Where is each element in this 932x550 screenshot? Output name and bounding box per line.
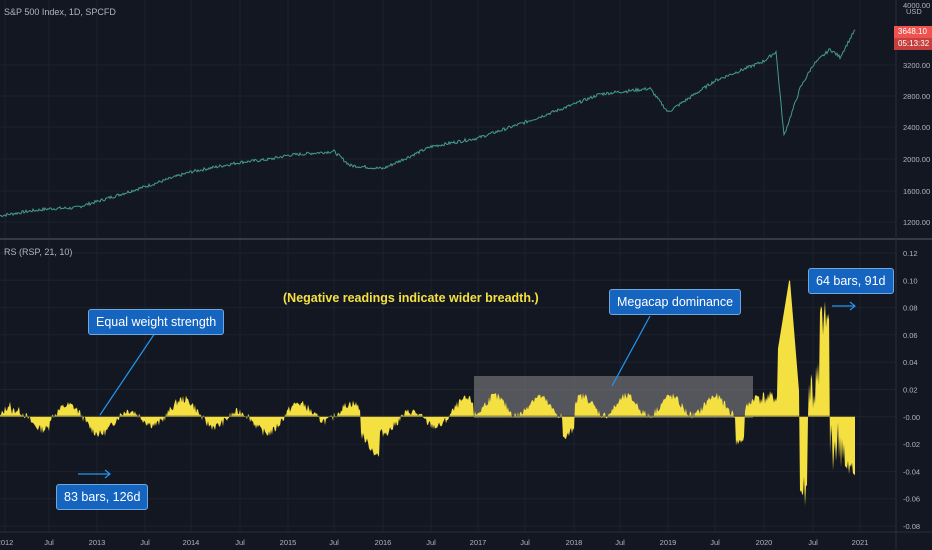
bottom-pane-title: RS (RSP, 21, 10) xyxy=(4,247,73,257)
bottom-tick-label: -0.04 xyxy=(903,467,920,476)
time-tick-label: 2019 xyxy=(660,538,677,547)
top-tick-label: 3200.00 xyxy=(903,61,930,70)
megacap-callout[interactable]: Megacap dominance xyxy=(609,289,742,315)
time-tick-label: Jul xyxy=(615,538,625,547)
top-pane-title: S&P 500 Index, 1D, SPCFD xyxy=(4,7,116,17)
bottom-tick-label: -0.02 xyxy=(903,440,920,449)
bars-left-arrowhead xyxy=(104,469,111,479)
bottom-tick-label: 0.08 xyxy=(903,304,918,313)
bottom-tick-label: 0.02 xyxy=(903,386,918,395)
top-tick-label: 1600.00 xyxy=(903,187,930,196)
breadth-note: (Negative readings indicate wider breadt… xyxy=(283,291,539,305)
time-tick-label: 2012 xyxy=(0,538,13,547)
top-tick-label: 2800.00 xyxy=(903,92,930,101)
bars-right-arrowhead xyxy=(849,301,856,311)
time-tick-label: 2020 xyxy=(756,538,773,547)
megacap-pointer xyxy=(611,315,651,387)
bottom-price-scale: 0.12 0.10 0.08 0.06 0.04 0.02 -0.00 -0.02 -0.04 -… xyxy=(903,249,920,531)
time-tick-label: Jul xyxy=(426,538,436,547)
bottom-tick-label: 0.10 xyxy=(903,276,918,285)
bottom-tick-label: 0.12 xyxy=(903,249,918,258)
time-tick-label: Jul xyxy=(235,538,245,547)
bottom-tick-label: -0.06 xyxy=(903,495,920,504)
equal-weight-pointer xyxy=(99,332,156,416)
last-price-tag[interactable]: 3648.10 xyxy=(894,26,932,38)
time-tick-label: 2014 xyxy=(183,538,200,547)
time-scale: 2012 Jul 2013 Jul 2014 Jul 2015 Jul 2016 Jul 2017 J… xyxy=(0,538,868,547)
bars-range-left[interactable]: 83 bars, 126d xyxy=(56,484,149,510)
time-tick-label: Jul xyxy=(329,538,339,547)
bottom-tick-label: -0.00 xyxy=(903,413,920,422)
time-tick-label: Jul xyxy=(710,538,720,547)
bottom-tick-label: 0.06 xyxy=(903,331,918,340)
bars-range-right[interactable]: 64 bars, 91d xyxy=(808,268,894,294)
spx-price-line xyxy=(0,29,856,218)
time-tick-label: Jul xyxy=(520,538,530,547)
bottom-tick-label: -0.08 xyxy=(903,522,920,531)
top-tick-label: 2400.00 xyxy=(903,123,930,132)
time-tick-label: 2015 xyxy=(280,538,297,547)
bar-countdown-tag: 05:13:32 xyxy=(894,38,932,50)
spx-price-line-down xyxy=(0,29,856,217)
time-tick-label: 2016 xyxy=(375,538,392,547)
top-tick-label: 1200.00 xyxy=(903,218,930,227)
time-tick-label: Jul xyxy=(808,538,818,547)
equal-weight-callout[interactable]: Equal weight strength xyxy=(88,309,225,335)
top-tick-label: 4000.00 xyxy=(903,1,930,10)
time-tick-label: 2017 xyxy=(470,538,487,547)
time-tick-label: 2013 xyxy=(89,538,106,547)
top-grid xyxy=(0,0,896,238)
currency-label: USD xyxy=(906,7,922,16)
time-tick-label: Jul xyxy=(140,538,150,547)
time-tick-label: Jul xyxy=(44,538,54,547)
bottom-tick-label: 0.04 xyxy=(903,358,918,367)
time-tick-label: 2018 xyxy=(566,538,583,547)
time-tick-label: 2021 xyxy=(852,538,869,547)
top-tick-label: 2000.00 xyxy=(903,155,930,164)
